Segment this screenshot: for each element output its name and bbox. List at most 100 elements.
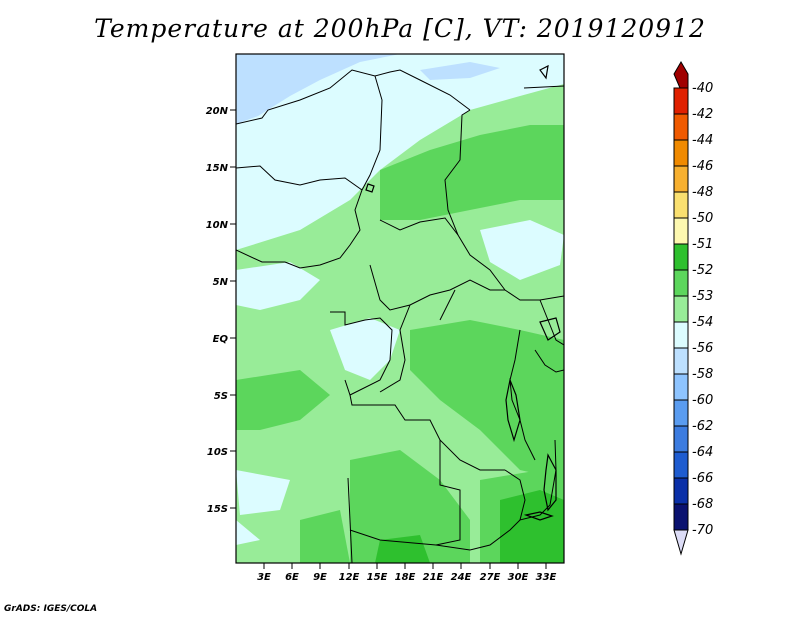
colorbar-bin — [673, 321, 689, 349]
colorbar-label: -53 — [692, 289, 713, 304]
colorbar-label: -62 — [692, 419, 713, 434]
border-drc-east — [509, 329, 536, 461]
lon-label: 15E — [367, 572, 388, 583]
colorbar-bin — [673, 347, 689, 375]
lat-label: 5S — [214, 391, 228, 402]
lake-chad — [365, 183, 375, 193]
lake-kariba — [523, 511, 554, 521]
colorbar-label: -58 — [692, 367, 713, 382]
colorbar-label: -66 — [692, 471, 713, 486]
field-region-51-s — [375, 535, 430, 563]
lakes — [365, 64, 561, 521]
lon-label: 24E — [451, 572, 472, 583]
colorbar-label: -70 — [692, 523, 713, 538]
border-angola-namibia — [349, 519, 521, 551]
border-egypt — [523, 85, 564, 89]
lat-label: 20N — [206, 106, 229, 117]
colorbar-bin — [673, 139, 689, 167]
country-borders — [236, 69, 564, 563]
grads-credit: GrADS: IGES/COLA — [4, 604, 98, 614]
colorbar-label: -46 — [692, 159, 713, 174]
colorbar-bin — [673, 191, 689, 219]
lake-victoria — [539, 317, 561, 341]
border-drc-angola — [349, 394, 505, 471]
border-chad-sudan — [444, 109, 506, 291]
map-title: Temperature at 200hPa [C], VT: 201912091… — [94, 14, 706, 43]
colorbar-label: -44 — [692, 133, 713, 148]
border-car-drc — [439, 289, 456, 321]
field-patch-54-w — [236, 262, 320, 310]
field-region-52-ne — [380, 125, 564, 220]
colorbar-label: -60 — [692, 393, 713, 408]
colorbar-bin — [673, 165, 689, 193]
field-patch-54-e — [480, 220, 564, 280]
border-sudan-south — [504, 289, 564, 301]
field-region-52-w — [236, 370, 330, 430]
border-angola-zambia — [435, 440, 461, 546]
border-niger-nigeria — [236, 165, 363, 191]
border-car-north — [379, 217, 459, 236]
lon-label: 30E — [508, 572, 529, 583]
border-zambia-malawi — [504, 439, 557, 521]
field-region-56-nw — [236, 54, 400, 124]
field-region-52-s — [350, 450, 470, 563]
colorbar-bin — [673, 295, 689, 323]
colorbar — [673, 61, 689, 556]
field-region-56-north — [420, 62, 500, 80]
field-patch-54-sw — [236, 470, 290, 515]
lake-nasser — [539, 64, 549, 80]
colorbar-bin — [673, 451, 689, 479]
lat-label: 10N — [206, 220, 229, 231]
lat-label: 10S — [207, 447, 228, 458]
colorbar-label: -64 — [692, 445, 713, 460]
lon-label: 33E — [536, 572, 557, 583]
colorbar-bin — [673, 243, 689, 271]
field-patch-54-c — [330, 318, 400, 380]
colorbar-label: -68 — [692, 497, 713, 512]
colorbar-bin — [673, 217, 689, 245]
colorbar-bin — [673, 425, 689, 453]
colorbar-label: -48 — [692, 185, 713, 200]
colorbar-label: -54 — [692, 315, 713, 330]
colorbar-bin — [673, 269, 689, 297]
colorbar-label: -42 — [692, 107, 713, 122]
field-region-51-se — [500, 490, 564, 563]
lon-label: 27E — [480, 572, 501, 583]
colorbar-label: -56 — [692, 341, 713, 356]
border-niger-chad — [361, 75, 383, 191]
map-frame — [235, 53, 565, 564]
colorbar-bin — [673, 113, 689, 141]
border-congo-drc — [379, 304, 411, 393]
lat-label: EQ — [213, 334, 229, 345]
colorbar-bin — [673, 503, 689, 531]
lon-axis: 3E 6E 9E 12E 15E 18E 21E 24E 27E 30E 33E — [257, 563, 557, 583]
colorbar-bin — [673, 477, 689, 505]
colorbar-bin — [673, 373, 689, 401]
lat-label: 5N — [213, 277, 229, 288]
field-region-52-ssw — [300, 510, 350, 563]
colorbar-bin — [673, 399, 689, 427]
border-coast-west — [236, 249, 285, 263]
border-north — [236, 69, 471, 125]
colorbar-label: -40 — [692, 81, 713, 96]
border-car-south — [369, 264, 505, 311]
field-patch-54-nw — [236, 160, 300, 200]
lon-label: 3E — [257, 572, 271, 583]
lake-malawi — [543, 453, 557, 512]
border-congo-gabon — [330, 311, 393, 396]
colorbar-label: -51 — [692, 237, 713, 252]
colorbar-bin-bottom-arrow — [673, 529, 689, 556]
border-angola-coast — [347, 477, 353, 563]
lat-label: 15N — [206, 163, 229, 174]
temperature-field — [236, 54, 564, 563]
lon-label: 9E — [313, 572, 327, 583]
colorbar-label: -52 — [692, 263, 713, 278]
colorbar-bin-top-arrow — [673, 61, 689, 89]
colorbar-bin — [673, 87, 689, 115]
lon-label: 12E — [339, 572, 360, 583]
border-uganda — [539, 299, 564, 346]
lat-axis: 20N 15N 10N 5N EQ 5S 10S 15S — [206, 106, 236, 515]
border-lake-victoria — [534, 349, 564, 373]
colorbar-labels: -40 -42 -44 -46 -48 -50 -51 -52 -53 -54 … — [692, 81, 713, 538]
